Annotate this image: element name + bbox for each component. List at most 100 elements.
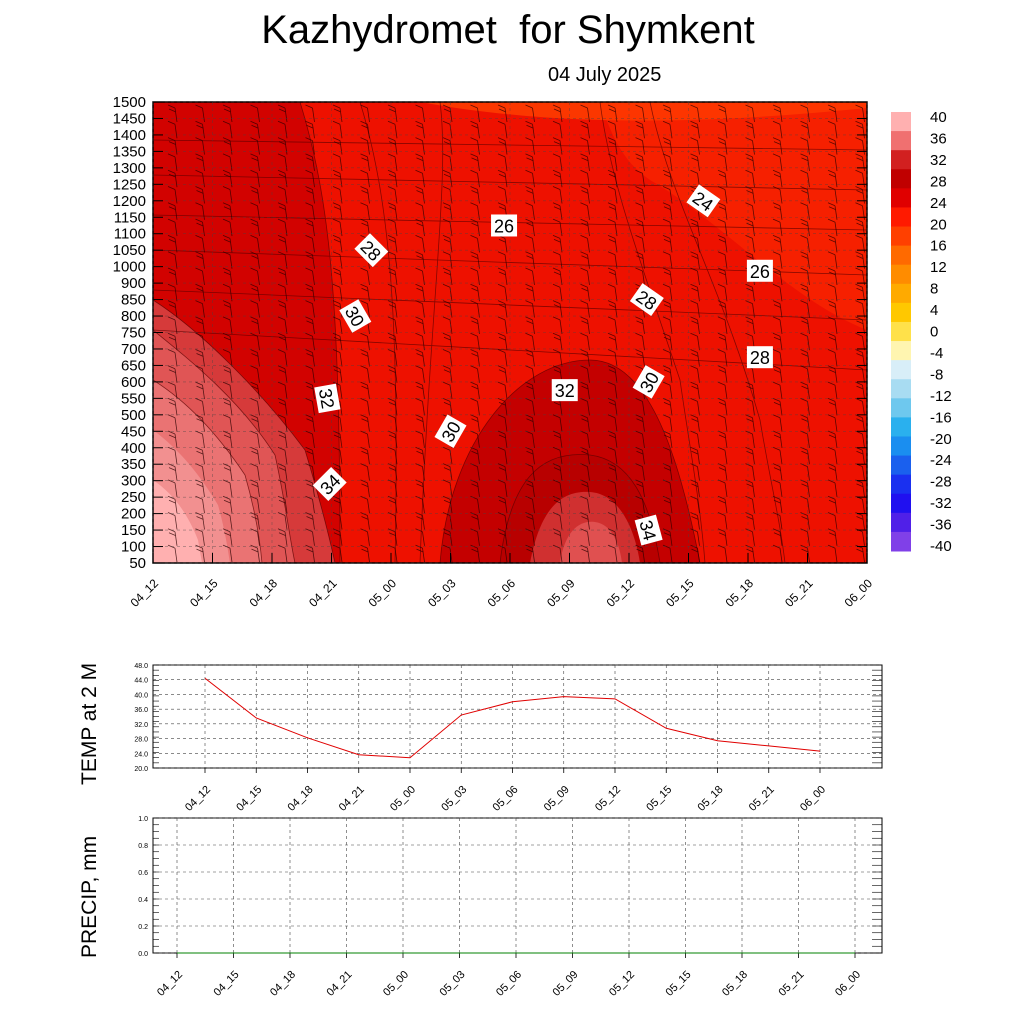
wind-barb-staff — [724, 222, 728, 237]
wind-barb-flag — [856, 516, 864, 520]
x-tick-label: 04_15 — [234, 784, 264, 814]
wind-barb-flag — [416, 516, 424, 520]
wind-barb-staff — [834, 303, 838, 318]
wind-barb-flag — [470, 414, 478, 419]
wind-barb-staff — [229, 417, 233, 432]
wind-barb-flag — [222, 414, 231, 419]
wind-barb-flag — [416, 483, 424, 488]
wind-barb-staff — [642, 140, 645, 155]
wind-barb-staff — [257, 303, 260, 318]
wind-barb-staff — [422, 287, 425, 302]
wind-barb-flag — [388, 304, 397, 308]
wind-barb-flag — [250, 414, 258, 419]
wind-barb-flag — [662, 169, 671, 174]
wind-barb-staff — [752, 303, 755, 318]
wind-barb-staff — [477, 466, 480, 481]
wind-barb-flag — [388, 108, 397, 113]
wind-barb-flag — [223, 467, 232, 471]
wind-barb-staff — [532, 368, 535, 383]
wind-barb-staff — [504, 385, 508, 400]
wind-barb-flag — [827, 283, 836, 288]
wind-barb-flag — [800, 332, 808, 337]
wind-barb-flag — [746, 450, 754, 455]
wind-barb-flag — [167, 430, 176, 435]
wind-barb-flag — [415, 235, 423, 239]
wind-barb-staff — [752, 548, 755, 563]
x-tick-label: 05_06 — [491, 784, 521, 814]
wind-barb-flag — [800, 512, 808, 516]
wind-barb-staff — [504, 173, 508, 188]
wind-barb-flag — [360, 495, 368, 500]
wind-barb-flag — [251, 287, 259, 292]
wind-barb-flag — [745, 332, 753, 337]
wind-barb-flag — [828, 369, 837, 374]
wind-barb-staff — [284, 303, 288, 318]
wind-barb-flag — [306, 255, 314, 260]
wind-barb-flag — [772, 300, 781, 304]
wind-barb-staff — [779, 254, 783, 269]
wind-barb-flag — [855, 316, 863, 321]
wind-barb-staff — [834, 499, 838, 514]
colorbar-label: 16 — [930, 238, 947, 255]
wind-barb-staff — [504, 270, 508, 286]
wind-barb-flag — [442, 251, 451, 256]
wind-barb-flag — [553, 271, 562, 276]
wind-barb-flag — [470, 381, 478, 386]
wind-barb-flag — [772, 169, 781, 174]
wind-barb-flag — [800, 235, 808, 239]
wind-barb-staff — [312, 515, 315, 530]
wind-barb-flag — [525, 512, 533, 516]
wind-barb-flag — [387, 300, 396, 304]
wind-barb-staff — [339, 450, 343, 465]
wind-barb-flag — [526, 516, 534, 520]
y-tick-label: 0.2 — [138, 924, 148, 931]
wind-barb-flag — [662, 544, 671, 549]
wind-barb-flag — [223, 173, 232, 178]
wind-barb-flag — [223, 271, 232, 276]
wind-barb-staff — [642, 156, 645, 171]
wind-barb-flag — [167, 300, 176, 304]
wind-barb-flag — [360, 120, 368, 125]
wind-barb-flag — [167, 186, 176, 190]
wind-barb-staff — [202, 156, 205, 171]
wind-barb-staff — [202, 173, 205, 188]
wind-barb-flag — [690, 251, 698, 256]
wind-barb-staff — [449, 482, 453, 497]
wind-barb-staff — [257, 287, 260, 302]
wind-barb-flag — [800, 349, 808, 353]
cross-y-tick-label: 850 — [121, 292, 146, 309]
wind-barb-flag — [552, 251, 561, 256]
wind-barb-staff — [284, 499, 288, 514]
wind-barb-staff — [229, 352, 233, 367]
wind-barb-staff — [202, 140, 205, 155]
wind-barb-flag — [415, 169, 423, 174]
wind-barb-flag — [553, 467, 562, 471]
wind-barb-flag — [222, 300, 231, 304]
wind-barb-flag — [443, 336, 452, 341]
wind-barb-staff — [202, 124, 205, 139]
wind-barb-flag — [663, 499, 672, 504]
colorbar-label: -36 — [930, 517, 952, 534]
wind-barb-flag — [498, 239, 507, 243]
wind-barb-flag — [525, 169, 533, 174]
wind-barb-staff — [724, 107, 728, 123]
wind-barb-staff — [614, 336, 618, 351]
wind-barb-staff — [339, 417, 343, 432]
wind-barb-flag — [745, 300, 753, 304]
wind-barb-flag — [415, 430, 423, 435]
wind-barb-flag — [552, 283, 561, 288]
wind-barb-flag — [498, 402, 507, 406]
wind-barb-flag — [196, 483, 204, 488]
wind-barb-flag — [168, 141, 177, 145]
wind-barb-flag — [581, 516, 589, 520]
wind-barb-flag — [442, 120, 451, 125]
wind-barb-staff — [807, 499, 810, 514]
wind-barb-flag — [361, 418, 369, 423]
wind-barb-staff — [284, 287, 288, 302]
wind-barb-staff — [339, 173, 343, 188]
wind-barb-staff — [339, 433, 343, 449]
wind-barb-staff — [834, 450, 838, 465]
wind-barb-flag — [470, 365, 478, 370]
wind-barb-flag — [471, 450, 479, 455]
wind-barb-flag — [415, 398, 423, 402]
